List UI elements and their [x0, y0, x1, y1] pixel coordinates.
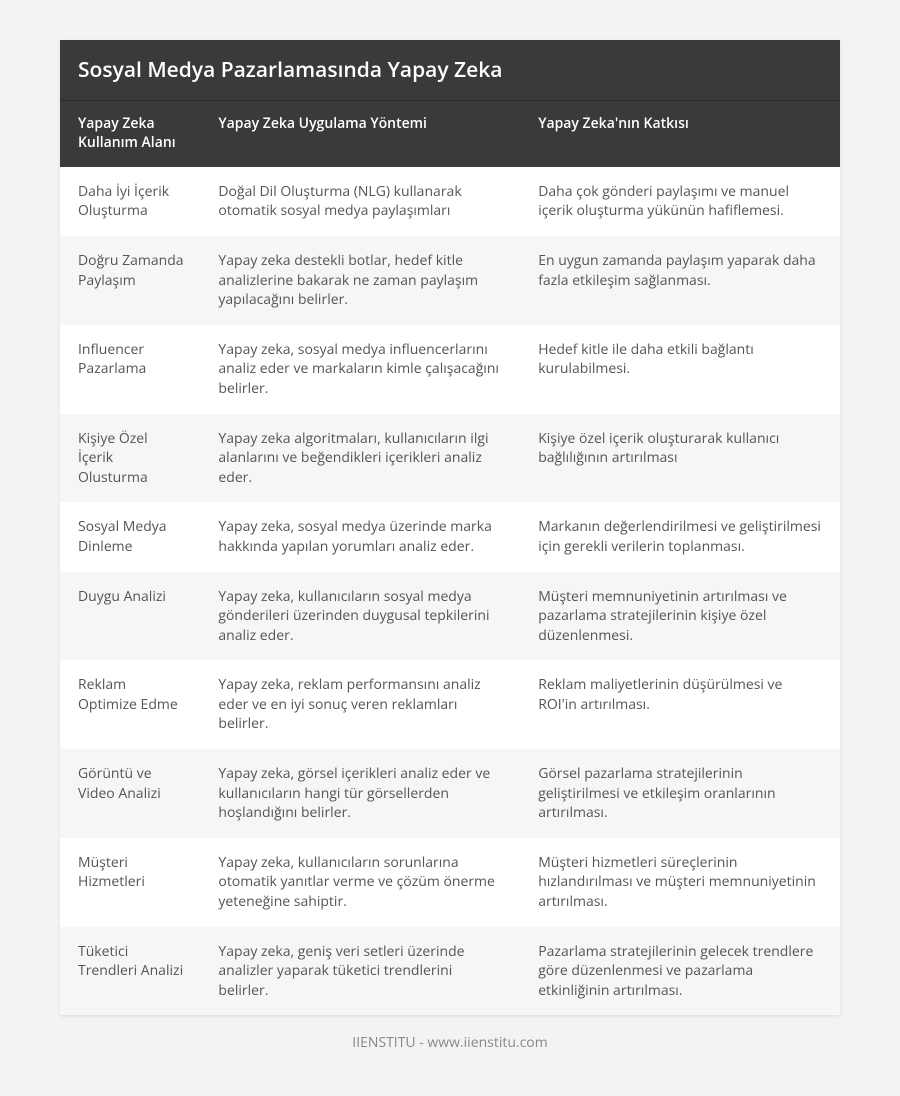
cell-application-method: Yapay zeka, kullanıcıların sosyal medya … [200, 572, 520, 661]
data-table: Yapay Zeka Kullanım Alanı Yapay Zeka Uyg… [60, 101, 840, 1015]
table-container: Sosyal Medya Pazarlamasında Yapay Zeka Y… [60, 40, 840, 1015]
column-header-application-method: Yapay Zeka Uygulama Yöntemi [200, 101, 520, 167]
cell-contribution: Reklam maliyetlerinin düşürülmesi ve ROI… [520, 660, 840, 749]
cell-usage-area: Sosyal Medya Dinleme [60, 502, 200, 571]
cell-application-method: Yapay zeka algoritmaları, kullanıcıların… [200, 414, 520, 503]
table-row: Görüntü ve Video Analizi Yapay zeka, gör… [60, 749, 840, 838]
table-row: Tüketici Trendleri Analizi Yapay zeka, g… [60, 927, 840, 1016]
cell-application-method: Yapay zeka, görsel içerikleri analiz ede… [200, 749, 520, 838]
cell-contribution: Hedef kitle ile daha etkili bağlantı kur… [520, 325, 840, 414]
table-row: Daha İyi İçerik Oluşturma Doğal Dil Oluş… [60, 167, 840, 236]
table-row: Influencer Pazarlama Yapay zeka, sosyal … [60, 325, 840, 414]
table-body: Daha İyi İçerik Oluşturma Doğal Dil Oluş… [60, 167, 840, 1016]
table-header: Yapay Zeka Kullanım Alanı Yapay Zeka Uyg… [60, 101, 840, 167]
cell-usage-area: Görüntü ve Video Analizi [60, 749, 200, 838]
column-header-usage-area: Yapay Zeka Kullanım Alanı [60, 101, 200, 167]
table-row: Müşteri Hizmetleri Yapay zeka, kullanıcı… [60, 838, 840, 927]
cell-usage-area: Kişiye Özel İçerik Olusturma [60, 414, 200, 503]
cell-contribution: Müşteri memnuniyetinin artırılması ve pa… [520, 572, 840, 661]
cell-application-method: Yapay zeka destekli botlar, hedef kitle … [200, 236, 520, 325]
cell-application-method: Yapay zeka, kullanıcıların sorunlarına o… [200, 838, 520, 927]
cell-usage-area: Duygu Analizi [60, 572, 200, 661]
cell-application-method: Yapay zeka, sosyal medya influencerların… [200, 325, 520, 414]
cell-application-method: Yapay zeka, reklam performansını analiz … [200, 660, 520, 749]
cell-usage-area: Müşteri Hizmetleri [60, 838, 200, 927]
table-row: Doğru Zamanda Paylaşım Yapay zeka destek… [60, 236, 840, 325]
table-row: Duygu Analizi Yapay zeka, kullanıcıların… [60, 572, 840, 661]
cell-contribution: Pazarlama stratejilerinin gelecek trendl… [520, 927, 840, 1016]
cell-application-method: Doğal Dil Oluşturma (NLG) kullanarak oto… [200, 167, 520, 236]
cell-contribution: En uygun zamanda paylaşım yaparak daha f… [520, 236, 840, 325]
cell-contribution: Kişiye özel içerik oluşturarak kullanıcı… [520, 414, 840, 503]
cell-application-method: Yapay zeka, sosyal medya üzerinde marka … [200, 502, 520, 571]
cell-contribution: Müşteri hizmetleri süreçlerinin hızlandı… [520, 838, 840, 927]
cell-contribution: Görsel pazarlama stratejilerinin gelişti… [520, 749, 840, 838]
cell-contribution: Markanın değerlendirilmesi ve geliştiril… [520, 502, 840, 571]
cell-usage-area: Doğru Zamanda Paylaşım [60, 236, 200, 325]
cell-usage-area: Tüketici Trendleri Analizi [60, 927, 200, 1016]
cell-usage-area: Influencer Pazarlama [60, 325, 200, 414]
table-row: Sosyal Medya Dinleme Yapay zeka, sosyal … [60, 502, 840, 571]
column-header-contribution: Yapay Zeka'nın Katkısı [520, 101, 840, 167]
table-title: Sosyal Medya Pazarlamasında Yapay Zeka [60, 40, 840, 101]
footer-attribution: IIENSTITU - www.iienstitu.com [60, 1033, 840, 1052]
table-header-row: Yapay Zeka Kullanım Alanı Yapay Zeka Uyg… [60, 101, 840, 167]
cell-application-method: Yapay zeka, geniş veri setleri üzerinde … [200, 927, 520, 1016]
table-row: Kişiye Özel İçerik Olusturma Yapay zeka … [60, 414, 840, 503]
cell-usage-area: Reklam Optimize Edme [60, 660, 200, 749]
cell-contribution: Daha çok gönderi paylaşımı ve manuel içe… [520, 167, 840, 236]
cell-usage-area: Daha İyi İçerik Oluşturma [60, 167, 200, 236]
table-row: Reklam Optimize Edme Yapay zeka, reklam … [60, 660, 840, 749]
